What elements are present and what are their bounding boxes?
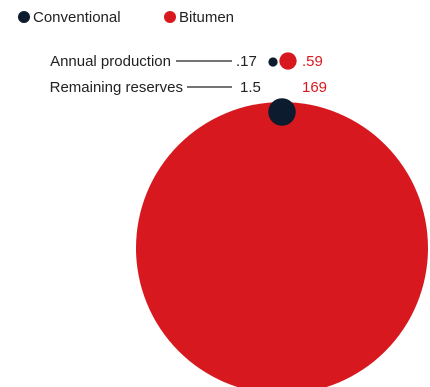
bubbles-group	[136, 52, 428, 387]
value-label-conventional-production: .17	[236, 53, 257, 70]
bubble-bitumen-reserves	[136, 102, 428, 387]
legend-marker-bitumen	[164, 11, 176, 23]
category-label-annual-production: Annual production	[50, 53, 171, 70]
value-label-bitumen-reserves: 169	[302, 79, 327, 96]
legend: Conventional Bitumen	[18, 9, 234, 26]
value-label-conventional-reserves: 1.5	[240, 79, 261, 96]
bubble-conventional-reserves	[268, 98, 296, 126]
legend-marker-conventional	[18, 11, 30, 23]
category-label-remaining-reserves: Remaining reserves	[50, 79, 183, 96]
bubble-bitumen-production	[279, 52, 297, 70]
value-label-bitumen-production: .59	[302, 53, 323, 70]
legend-label-conventional: Conventional	[33, 9, 121, 26]
bubble-conventional-production	[268, 57, 278, 67]
legend-label-bitumen: Bitumen	[179, 9, 234, 26]
